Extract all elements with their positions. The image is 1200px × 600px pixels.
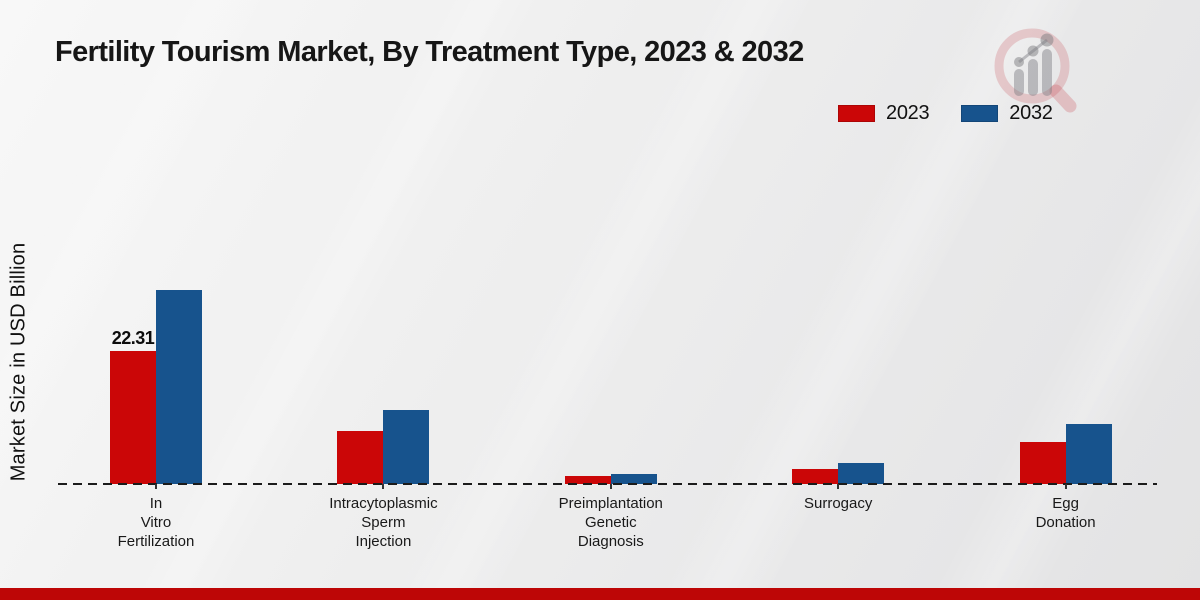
- legend-item-2023: 2023: [838, 102, 930, 125]
- bar-2023-in-vitro-fertilization: [110, 351, 156, 484]
- x-axis-tick-surrogacy: [837, 484, 840, 489]
- bar-2023-surrogacy: [792, 468, 839, 484]
- bar-2032-preimplantation-genetic-diagnosis: [610, 473, 657, 484]
- x-axis-label-in-vitro-fertilization: In Vitro Fertilization: [117, 495, 195, 550]
- x-axis-baseline: [58, 483, 1157, 485]
- legend-swatch-2023: [838, 105, 875, 122]
- x-axis-label-intracytoplasmic-sperm-injection: Intracytoplasmic Sperm Injection: [329, 495, 438, 550]
- chart-title: Fertility Tourism Market, By Treatment T…: [55, 36, 804, 68]
- y-axis-title: Market Size in USD Billion: [7, 242, 30, 482]
- bar-2032-surrogacy: [838, 463, 885, 484]
- x-axis-tick-egg-donation: [1064, 484, 1067, 489]
- x-axis-label-preimplantation-genetic-diagnosis: Preimplantation Genetic Diagnosis: [558, 495, 663, 550]
- bar-2032-egg-donation: [1065, 424, 1112, 484]
- bar-2023-egg-donation: [1019, 441, 1066, 484]
- bar-2023-preimplantation-genetic-diagnosis: [564, 476, 611, 484]
- x-axis-tick-in-vitro-fertilization: [155, 484, 157, 489]
- bar-2023-intracytoplasmic-sperm-injection: [337, 430, 384, 484]
- x-axis-tick-intracytoplasmic-sperm-injection: [382, 484, 385, 489]
- x-axis-label-surrogacy: Surrogacy: [804, 495, 873, 512]
- x-axis-label-egg-donation: Egg Donation: [1035, 495, 1096, 531]
- bar-value-label-2023: 22.31: [111, 328, 155, 349]
- x-axis-tick-preimplantation-genetic-diagnosis: [609, 484, 612, 489]
- legend-item-2032: 2032: [961, 102, 1053, 125]
- bar-2032-intracytoplasmic-sperm-injection: [383, 409, 430, 484]
- legend-label-2023: 2023: [886, 102, 930, 124]
- legend-swatch-2032: [961, 105, 999, 122]
- legend: 2023 2032: [838, 102, 1053, 125]
- magnifier-bar-chart-logo: [994, 28, 1077, 113]
- bar-2032-in-vitro-fertilization: [156, 289, 202, 484]
- footer-accent-bar: [0, 588, 1200, 600]
- legend-label-2032: 2032: [1009, 102, 1053, 124]
- plot-area: In Vitro Fertilization Intracytoplasmic Sper…: [58, 150, 1157, 550]
